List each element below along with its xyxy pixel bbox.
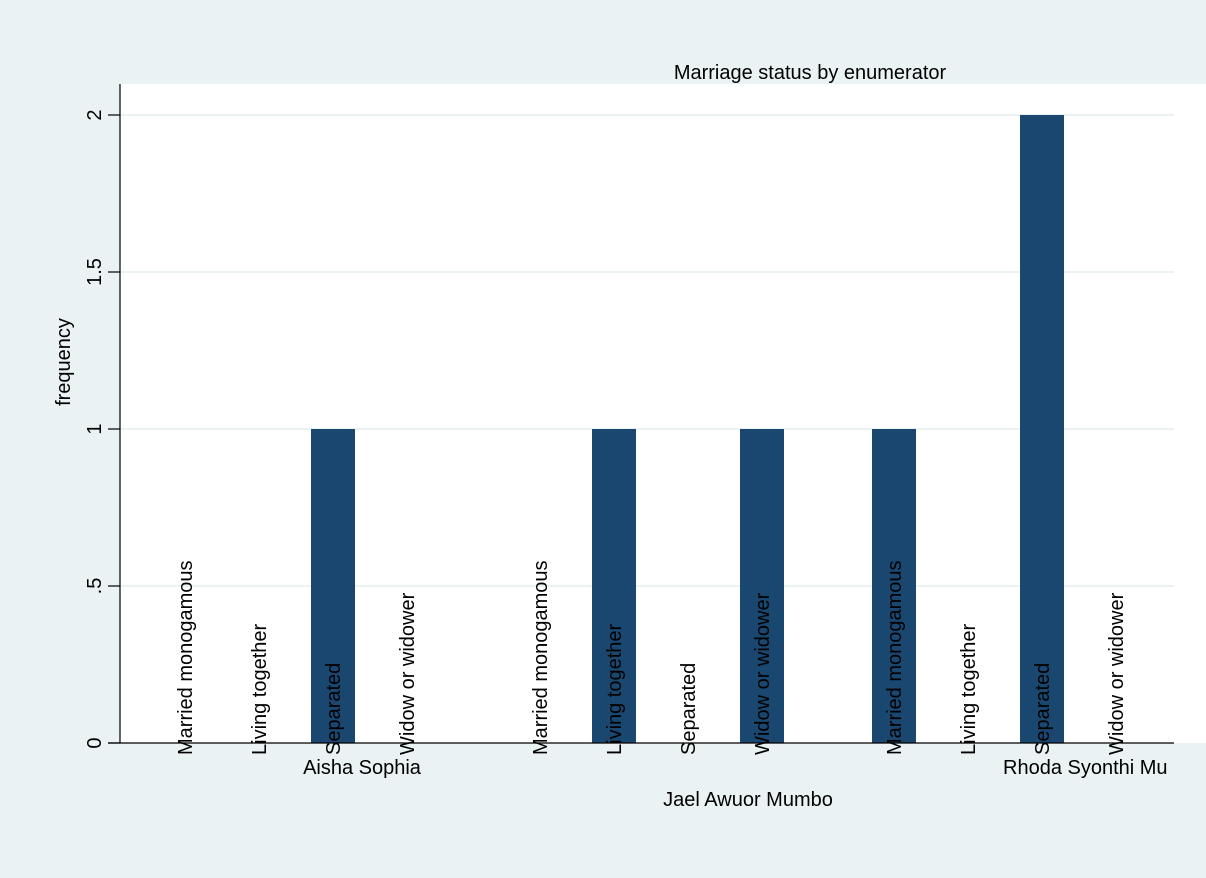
group-label: Jael Awuor Mumbo: [663, 789, 833, 811]
category-label: Married monogamous: [175, 560, 197, 755]
bar: [740, 429, 784, 743]
group-labels: Aisha Sophia Jael Awuor Mumbo Rhoda Syonth…: [303, 757, 1167, 811]
category-label: Widow or widower: [397, 592, 419, 755]
category-label: Living together: [249, 623, 271, 755]
group-label: Rhoda Syonthi Mu: [1003, 757, 1168, 779]
bars: [311, 115, 1064, 743]
category-label: Widow or widower: [752, 592, 774, 755]
y-ticks: 0 .5 1 1.5 2: [84, 109, 120, 749]
category-label: Married monogamous: [530, 560, 552, 755]
y-tick-label: 1: [84, 423, 106, 434]
category-label: Separated: [323, 663, 345, 755]
category-label: Married monogamous: [884, 560, 906, 755]
chart-title: Marriage status by enumerator: [674, 62, 947, 84]
group-label: Aisha Sophia: [303, 757, 422, 779]
y-tick-label: 2: [84, 109, 106, 120]
category-label: Widow or widower: [1106, 592, 1128, 755]
category-labels: Married monogamous Living together Separat…: [175, 560, 1128, 755]
gridlines: [120, 114, 1174, 587]
bar: [311, 429, 355, 743]
category-label: Separated: [1032, 663, 1054, 755]
y-tick-label: 0: [84, 737, 106, 748]
y-axis-title: frequency: [53, 318, 75, 406]
bar: [872, 429, 916, 743]
category-label: Living together: [958, 623, 980, 755]
y-tick-label: .5: [84, 578, 106, 595]
axes: [108, 84, 1174, 744]
category-label: Living together: [604, 623, 626, 755]
bar: [1020, 115, 1064, 743]
category-label: Separated: [678, 663, 700, 755]
bar: [592, 429, 636, 743]
y-tick-label: 1.5: [84, 258, 106, 286]
